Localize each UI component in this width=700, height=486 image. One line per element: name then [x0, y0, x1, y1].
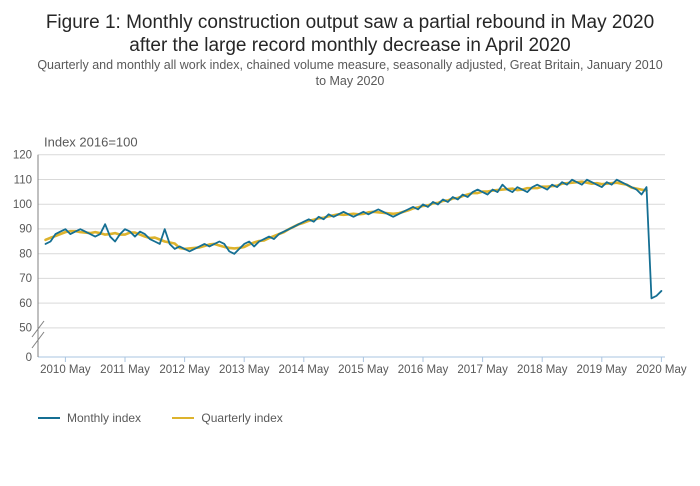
svg-text:2019 May: 2019 May	[577, 364, 628, 376]
svg-text:2011 May: 2011 May	[100, 364, 150, 376]
svg-text:2013 May: 2013 May	[219, 364, 270, 376]
svg-text:50: 50	[19, 323, 32, 335]
svg-text:120: 120	[13, 150, 32, 162]
svg-text:2016 May: 2016 May	[398, 364, 449, 376]
svg-text:90: 90	[19, 224, 32, 236]
svg-text:2012 May: 2012 May	[159, 364, 210, 376]
svg-text:2017 May: 2017 May	[457, 364, 508, 376]
svg-text:70: 70	[19, 273, 32, 285]
svg-text:Index 2016=100: Index 2016=100	[44, 135, 138, 150]
svg-text:0: 0	[26, 352, 32, 364]
svg-text:2015 May: 2015 May	[338, 364, 389, 376]
svg-text:2014 May: 2014 May	[279, 364, 330, 376]
svg-text:100: 100	[13, 199, 32, 211]
svg-text:60: 60	[19, 298, 32, 310]
svg-text:2020 May: 2020 May	[636, 364, 687, 376]
svg-text:2010 May: 2010 May	[40, 364, 91, 376]
svg-text:2018 May: 2018 May	[517, 364, 568, 376]
svg-text:110: 110	[14, 174, 32, 186]
svg-text:80: 80	[19, 249, 32, 261]
